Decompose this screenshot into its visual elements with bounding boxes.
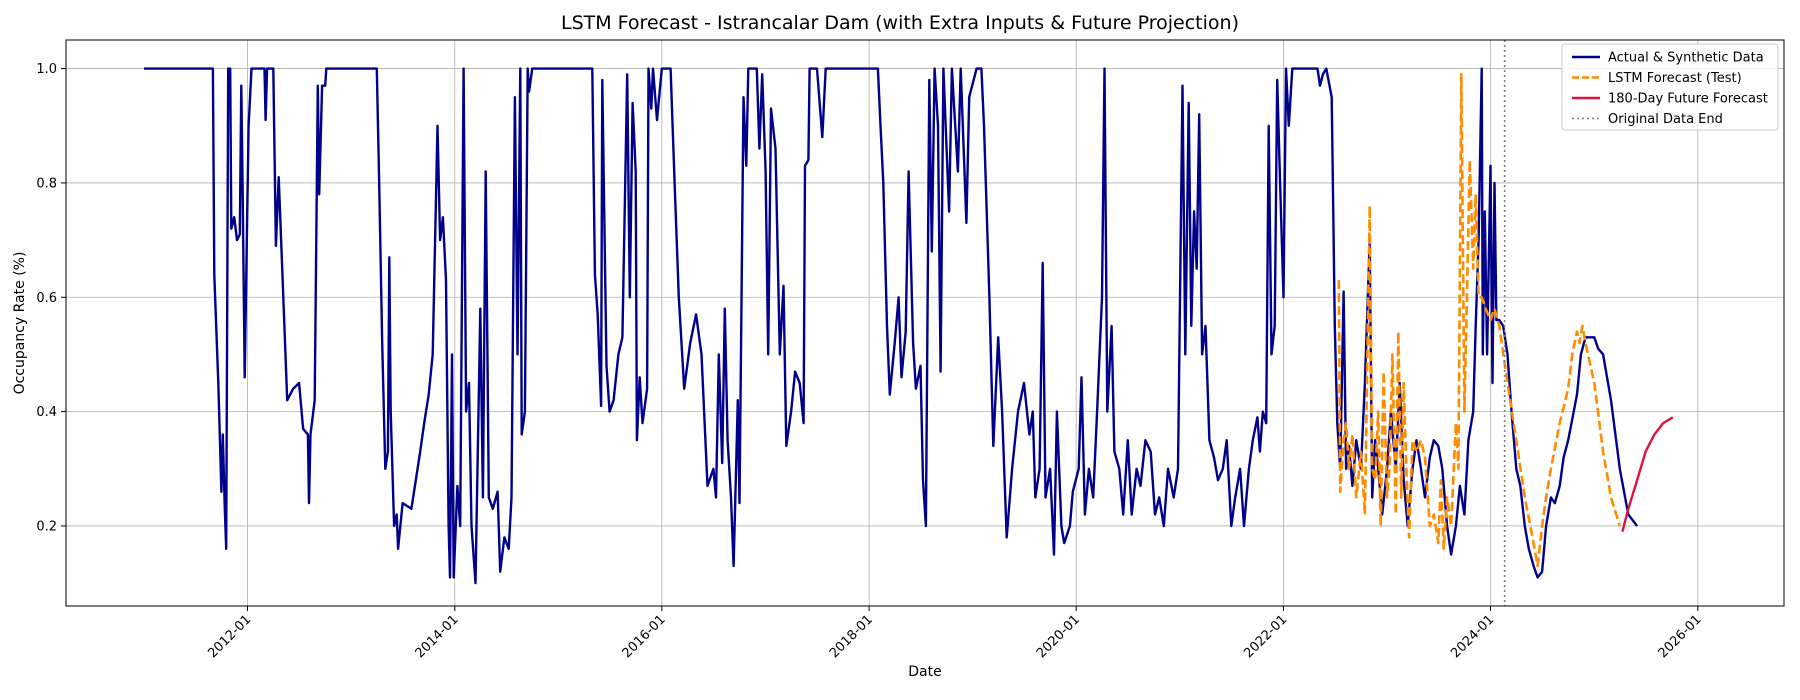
series-line-180-day-future-forecast <box>1621 416 1674 532</box>
plot-frame <box>65 39 1785 607</box>
series-line-lstm-forecast-test <box>1337 73 1622 568</box>
legend-box <box>1561 43 1779 131</box>
legend-label: 180-Day Future Forecast <box>1608 92 1768 107</box>
legend: Actual & Synthetic Data LSTM Forecast (Te… <box>1561 43 1779 131</box>
y-tick-label: 0.8 <box>36 176 57 191</box>
y-tick-label: 0.2 <box>36 519 57 534</box>
series-layer <box>144 40 1674 606</box>
y-ticks: 0.2 0.4 0.6 0.8 1.0 <box>36 62 66 534</box>
grid <box>66 40 1784 606</box>
y-axis-label: Occupancy Rate (%) <box>12 252 28 395</box>
y-tick-label: 1.0 <box>36 62 57 77</box>
y-tick-label: 0.4 <box>36 405 57 420</box>
legend-label: Actual & Synthetic Data <box>1608 51 1764 66</box>
chart-title: LSTM Forecast - Istrancalar Dam (with Ex… <box>561 12 1239 34</box>
y-tick-label: 0.6 <box>36 291 57 306</box>
legend-label: LSTM Forecast (Test) <box>1608 71 1742 86</box>
x-axis-label: Date <box>908 664 941 680</box>
legend-label: Original Data End <box>1608 112 1723 127</box>
